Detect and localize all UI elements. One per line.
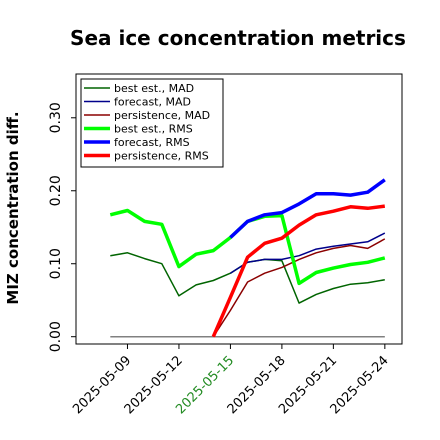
legend-label: forecast, RMS bbox=[114, 136, 190, 149]
series-line-3 bbox=[212, 238, 386, 338]
legend-label: forecast, MAD bbox=[114, 96, 191, 109]
legend-label: persistence, RMS bbox=[114, 150, 209, 163]
series-line-5 bbox=[229, 178, 386, 239]
legend-label: best est., MAD bbox=[114, 82, 194, 95]
legend-box bbox=[80, 78, 224, 168]
y-axis: 0.00 0.10 0.20 0.30 bbox=[48, 102, 76, 352]
series-layer bbox=[109, 178, 386, 338]
y-tick-label: 0.00 bbox=[48, 321, 64, 352]
series-line-2 bbox=[229, 232, 386, 274]
y-tick-label: 0.10 bbox=[48, 248, 64, 279]
y-tick-label: 0.30 bbox=[48, 102, 64, 133]
legend-label: persistence, MAD bbox=[114, 109, 210, 122]
chart-title: Sea ice concentration metrics bbox=[70, 26, 406, 50]
series-line-6 bbox=[211, 204, 386, 338]
x-axis: 2025-05-092025-05-122025-05-152025-05-18… bbox=[70, 344, 392, 417]
y-axis-label: MIZ concentration diff. bbox=[4, 111, 22, 304]
y-tick-label: 0.20 bbox=[48, 175, 64, 206]
legend-label: best est., RMS bbox=[114, 123, 193, 136]
plot-frame bbox=[75, 73, 403, 345]
